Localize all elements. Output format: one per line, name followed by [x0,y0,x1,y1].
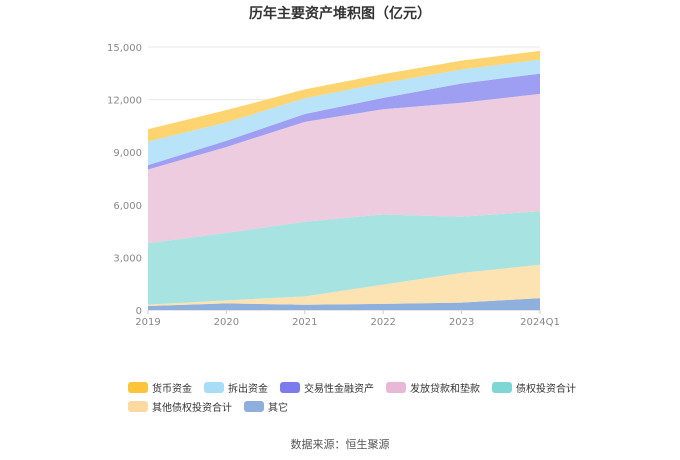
legend-swatch [492,382,512,393]
area-其他债权投资合计 [148,264,540,306]
y-axis: 0 3,000 6,000 9,000 12,000 15,000 [107,43,142,317]
legend-swatch [244,401,264,412]
legend-item[interactable]: 交易性金融资产 [280,380,374,395]
area-发放贷款和垫款 [148,93,540,244]
legend-row: 其他债权投资合计 其它 [128,397,608,416]
legend-label: 交易性金融资产 [304,384,374,395]
y-tick-label: 15,000 [107,43,142,54]
legend-item[interactable]: 其它 [244,399,288,414]
legend-item[interactable]: 其他债权投资合计 [128,399,232,414]
legend-swatch [386,382,406,393]
legend-label: 其它 [268,403,288,414]
x-tick-label: 2019 [135,317,160,328]
legend-swatch [204,382,224,393]
y-tick-label: 0 [136,306,142,317]
data-source: 数据来源：恒生聚源 [290,438,390,451]
legend-swatch [128,382,148,393]
legend-item[interactable]: 债权投资合计 [492,380,576,395]
legend-item[interactable]: 发放贷款和垫款 [386,380,480,395]
x-tick-label: 2024Q1 [520,317,560,328]
legend-swatch [280,382,300,393]
chart-title: 历年主要资产堆积图（亿元） [249,6,431,22]
legend-row: 货币资金 拆出资金 交易性金融资产 发放贷款和垫款 债权投资合计 [128,378,608,397]
area-交易性金融资产 [148,73,540,170]
legend-item[interactable]: 拆出资金 [204,380,268,395]
area-series [148,50,540,310]
area-债权投资合计 [148,211,540,305]
x-tick-label: 2023 [449,317,474,328]
legend-label: 其他债权投资合计 [152,403,232,414]
legend-item[interactable]: 货币资金 [128,380,192,395]
legend-label: 货币资金 [152,384,192,395]
stacked-area-chart: 0 3,000 6,000 9,000 12,000 15,000 2019 2020 202… [107,43,560,328]
legend-label: 拆出资金 [228,384,268,395]
x-axis: 2019 2020 2021 2022 2023 2024Q1 [135,310,560,328]
x-tick-label: 2020 [214,317,239,328]
x-tick-label: 2022 [370,317,395,328]
legend-label: 债权投资合计 [516,384,576,395]
legend: 货币资金 拆出资金 交易性金融资产 发放贷款和垫款 债权投资合计其他债权投资合计 其它 [128,378,608,416]
y-tick-label: 6,000 [113,201,142,212]
x-tick-label: 2021 [292,317,317,328]
area-其它 [148,298,540,310]
y-tick-label: 12,000 [107,96,142,107]
area-拆出资金 [148,59,540,166]
y-tick-label: 3,000 [113,253,142,264]
y-tick-label: 9,000 [113,148,142,159]
legend-label: 发放贷款和垫款 [410,384,480,395]
legend-swatch [128,401,148,412]
area-货币资金 [148,50,540,142]
